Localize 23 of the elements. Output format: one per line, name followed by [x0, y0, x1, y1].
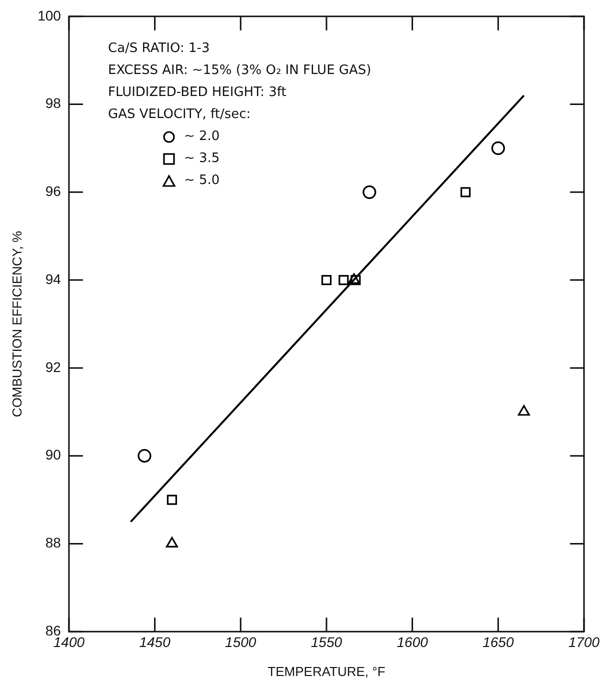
y-axis-title: COMBUSTION EFFICIENCY, % [9, 230, 24, 418]
y-tick-label: 86 [45, 622, 62, 638]
x-tick-label: 1600 [396, 634, 428, 650]
legend-label: ~ 5.0 [184, 172, 220, 190]
legend-label: ~ 3.5 [184, 150, 220, 168]
y-tick-label: 94 [45, 270, 62, 287]
x-tick-label: 1650 [482, 634, 514, 650]
y-tick-label: 98 [45, 95, 62, 112]
x-tick-label: 1700 [568, 634, 600, 650]
y-tick-label: 92 [45, 358, 62, 375]
x-tick-label: 1500 [225, 634, 256, 650]
x-axis-title: TEMPERATURE, °F [268, 664, 386, 679]
legend-title: GAS VELOCITY, ft/sec: [108, 106, 251, 124]
y-tick-label: 100 [38, 7, 62, 24]
y-tick-label: 90 [45, 446, 62, 463]
annotation: EXCESS AIR: ~15% (3% O₂ IN FLUE GAS) [108, 62, 372, 80]
y-tick-label: 96 [45, 183, 62, 200]
annotation: FLUIDIZED-BED HEIGHT: 3ft [108, 84, 288, 102]
x-tick-label: 1450 [139, 634, 171, 650]
annotation: Ca/S RATIO: 1-3 [108, 40, 211, 58]
y-tick-label: 88 [45, 534, 62, 551]
legend-label: ~ 2.0 [184, 128, 220, 146]
x-tick-label: 1550 [310, 634, 342, 650]
